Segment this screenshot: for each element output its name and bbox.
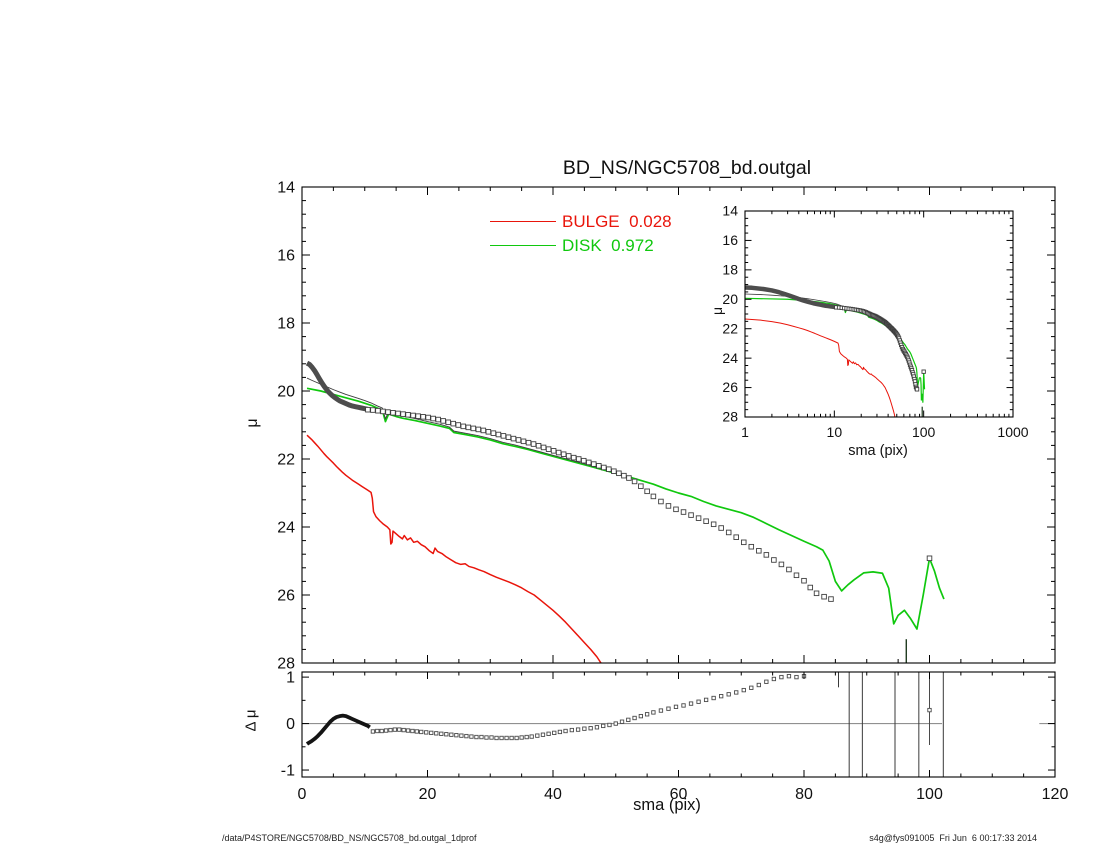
plot-title: BD_NS/NGC5708_bd.outgal xyxy=(562,157,812,179)
footer-user-timestamp: s4g@fys091005 Fri Jun 6 00:17:33 2014 xyxy=(869,833,1037,843)
inset-ytick-label: 18 xyxy=(722,261,738,277)
bulge-legend-label: BULGE 0.028 xyxy=(562,212,672,231)
inset-xtick-label: 1 xyxy=(741,424,749,440)
inset-ytick-label: 22 xyxy=(722,320,738,336)
disk-legend-label: DISK 0.972 xyxy=(562,236,654,255)
main-ytick-label: 28 xyxy=(277,655,295,672)
inset-ytick-label: 26 xyxy=(722,379,738,395)
main-ytick-label: 16 xyxy=(277,247,295,264)
inset-ytick-label: 14 xyxy=(722,203,738,219)
residual-xtick-label: 20 xyxy=(419,786,437,803)
residual-xtick-label: 80 xyxy=(795,786,813,803)
main-ytick-label: 24 xyxy=(277,519,295,536)
main-ytick-label: 26 xyxy=(277,587,295,604)
residual-xtick-label: 40 xyxy=(544,786,562,803)
inset-xtick-label: 10 xyxy=(827,424,843,440)
x-axis-label: sma (pix) xyxy=(633,796,701,814)
main-ytick-label: 20 xyxy=(277,383,295,400)
footer-file-path: /data/P4STORE/NGC5708/BD_NS/NGC5708_bd.o… xyxy=(222,833,477,843)
residual-y-axis-label: Δ μ xyxy=(242,709,260,732)
bulge-legend-line xyxy=(490,221,556,222)
inset-xtick-label: 100 xyxy=(912,424,936,440)
residual-xtick-label: 0 xyxy=(298,786,307,803)
inset-ytick-label: 16 xyxy=(722,232,738,248)
residual-ytick-label: 1 xyxy=(286,669,295,686)
inset-y-axis-label: μ xyxy=(709,306,725,316)
main-ytick-label: 18 xyxy=(277,315,295,332)
main-ytick-label: 22 xyxy=(277,451,295,468)
residual-ytick-label: 0 xyxy=(286,716,295,733)
inset-xtick-label: 1000 xyxy=(997,424,1028,440)
inset-plot-panel: 14 16 18 20 22 24 26 281 10 100 1000 xyxy=(722,203,1028,440)
main-y-axis-label: μ xyxy=(244,418,261,428)
residual-xtick-label: 60 xyxy=(670,786,688,803)
main-plot-panel: 14 16 18 20 22 24 26 28 xyxy=(277,179,1056,672)
residual-xtick-label: 100 xyxy=(916,786,943,803)
inset-ytick-label: 20 xyxy=(722,291,738,307)
residual-ytick-label: -1 xyxy=(281,762,295,779)
inset-x-axis-label: sma (pix) xyxy=(848,443,908,459)
inset-ytick-label: 28 xyxy=(722,409,738,425)
disk-legend-line xyxy=(490,245,556,246)
residual-xtick-label: 120 xyxy=(1042,786,1069,803)
main-ytick-label: 14 xyxy=(277,179,295,196)
inset-ytick-label: 24 xyxy=(722,350,738,366)
